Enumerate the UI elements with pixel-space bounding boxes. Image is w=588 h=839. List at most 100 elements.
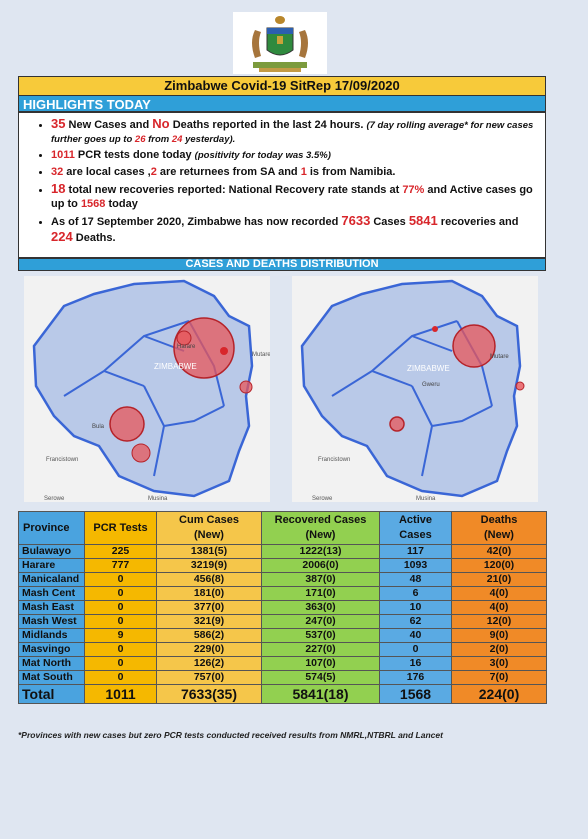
bulawayo-bubble [389,416,405,432]
deaths-count: No [152,116,170,131]
table-row: Manicaland 0 456(8) 387(0) 48 21(0) [18,572,547,587]
masheast-bubble [220,347,228,355]
cell-pcr: 777 [84,558,157,573]
new-recoveries: 18 [51,181,66,196]
cell-pcr: 0 [84,670,157,685]
table-row: Mash East 0 377(0) 363(0) 10 4(0) [18,600,547,615]
cell-province: Bulawayo [18,544,85,559]
cell-rec: 227(0) [261,642,380,657]
map-city-label: Francistown [318,457,350,463]
table-row: Midlands 9 586(2) 537(0) 40 9(0) [18,628,547,643]
text: from [145,133,172,145]
total-dth: 224(0) [451,684,547,704]
cell-pcr: 225 [84,544,157,559]
col-act-line2: Cases [399,529,432,541]
mashwest-bubble [176,330,192,346]
cell-cum: 3219(9) [156,558,262,573]
highlight-item: 1011 PCR tests done today (positivity fo… [51,149,535,163]
cell-pcr: 9 [84,628,157,643]
rolling-average: 26 [134,133,146,145]
returnees-namibia: 1 [300,165,307,178]
total-deaths: 224 [51,228,73,244]
table-total-row: Total 1011 7633(35) 5841(18) 1568 224(0) [18,684,547,704]
cell-province: Mat North [18,656,85,671]
cell-act: 6 [379,586,452,601]
cell-pcr: 0 [84,572,157,587]
footnote: *Provinces with new cases but zero PCR t… [18,730,443,740]
harare-bubble [452,324,496,368]
map-city-label: Francistown [46,457,78,463]
cell-act: 1093 [379,558,452,573]
cell-act: 62 [379,614,452,629]
text: PCR tests done today [74,149,195,161]
cell-rec: 1222(13) [261,544,380,559]
text: Deaths. [72,231,116,244]
cell-dth: 9(0) [451,628,547,643]
matsouth-bubble [131,443,151,463]
province-table: Province PCR Tests Cum Cases (New) Recove… [18,511,547,704]
distribution-heading: CASES AND DEATHS DISTRIBUTION [18,258,546,271]
cell-act: 117 [379,544,452,559]
cell-cum: 181(0) [156,586,262,601]
cell-dth: 2(0) [451,642,547,657]
cell-cum: 456(8) [156,572,262,587]
mashwest-bubble [432,326,438,332]
cell-pcr: 0 [84,614,157,629]
cell-cum: 586(2) [156,628,262,643]
cell-pcr: 0 [84,600,157,615]
returnees-sa: 2 [150,165,157,178]
map-city-label: Mutare [252,352,270,358]
cell-cum: 377(0) [156,600,262,615]
map-country-label: ZIMBABWE [407,364,450,373]
cell-pcr: 0 [84,656,157,671]
total-rec: 5841(18) [261,684,380,704]
coat-of-arms-logo [233,12,327,74]
bulawayo-bubble [109,406,145,442]
cell-dth: 21(0) [451,572,547,587]
map-city-label: Gweru [422,382,440,388]
cell-dth: 42(0) [451,544,547,559]
cell-cum: 321(9) [156,614,262,629]
cell-province: Mash East [18,600,85,615]
cell-dth: 7(0) [451,670,547,685]
text: total new recoveries reported: National … [65,184,403,196]
cell-rec: 247(0) [261,614,380,629]
col-act-line1: Active [398,514,433,526]
cell-act: 40 [379,628,452,643]
highlights-heading: HIGHLIGHTS TODAY [18,95,546,112]
cell-act: 0 [379,642,452,657]
total-pcr: 1011 [84,684,157,704]
total-act: 1568 [379,684,452,704]
table-header-row: Province PCR Tests Cum Cases (New) Recove… [18,511,547,545]
col-cum: Cum Cases (New) [156,511,262,545]
text: and Active cases go up to [51,184,533,210]
cell-pcr: 0 [84,642,157,657]
map-city-label: Harare [177,344,196,350]
text: As of 17 September 2020, Zimbabwe has no… [51,216,342,228]
highlights-box: 35 New Cases and No Deaths reported in t… [18,112,546,258]
recovery-rate: 77% [402,184,425,196]
cell-pcr: 0 [84,586,157,601]
col-cum-line2: (New) [194,529,224,541]
table-row: Mash Cent 0 181(0) 171(0) 6 4(0) [18,586,547,601]
col-act: Active Cases [379,511,452,545]
manicaland-bubble [239,380,253,394]
cell-province: Manicaland [18,572,85,587]
cell-province: Mat South [18,670,85,685]
cell-rec: 2006(0) [261,558,380,573]
cell-province: Masvingo [18,642,85,657]
text: are returnees from SA and [156,165,301,178]
cell-dth: 4(0) [451,586,547,601]
previous-average: 24 [171,133,183,145]
cell-dth: 3(0) [451,656,547,671]
cell-act: 10 [379,600,452,615]
new-cases-count: 35 [51,116,66,131]
map-country-label: ZIMBABWE [154,362,197,371]
pcr-count: 1011 [51,149,75,161]
cell-cum: 229(0) [156,642,262,657]
text: today [105,197,138,210]
cell-cum: 1381(5) [156,544,262,559]
cell-act: 16 [379,656,452,671]
col-dth-line1: Deaths [480,514,518,526]
cell-province: Harare [18,558,85,573]
